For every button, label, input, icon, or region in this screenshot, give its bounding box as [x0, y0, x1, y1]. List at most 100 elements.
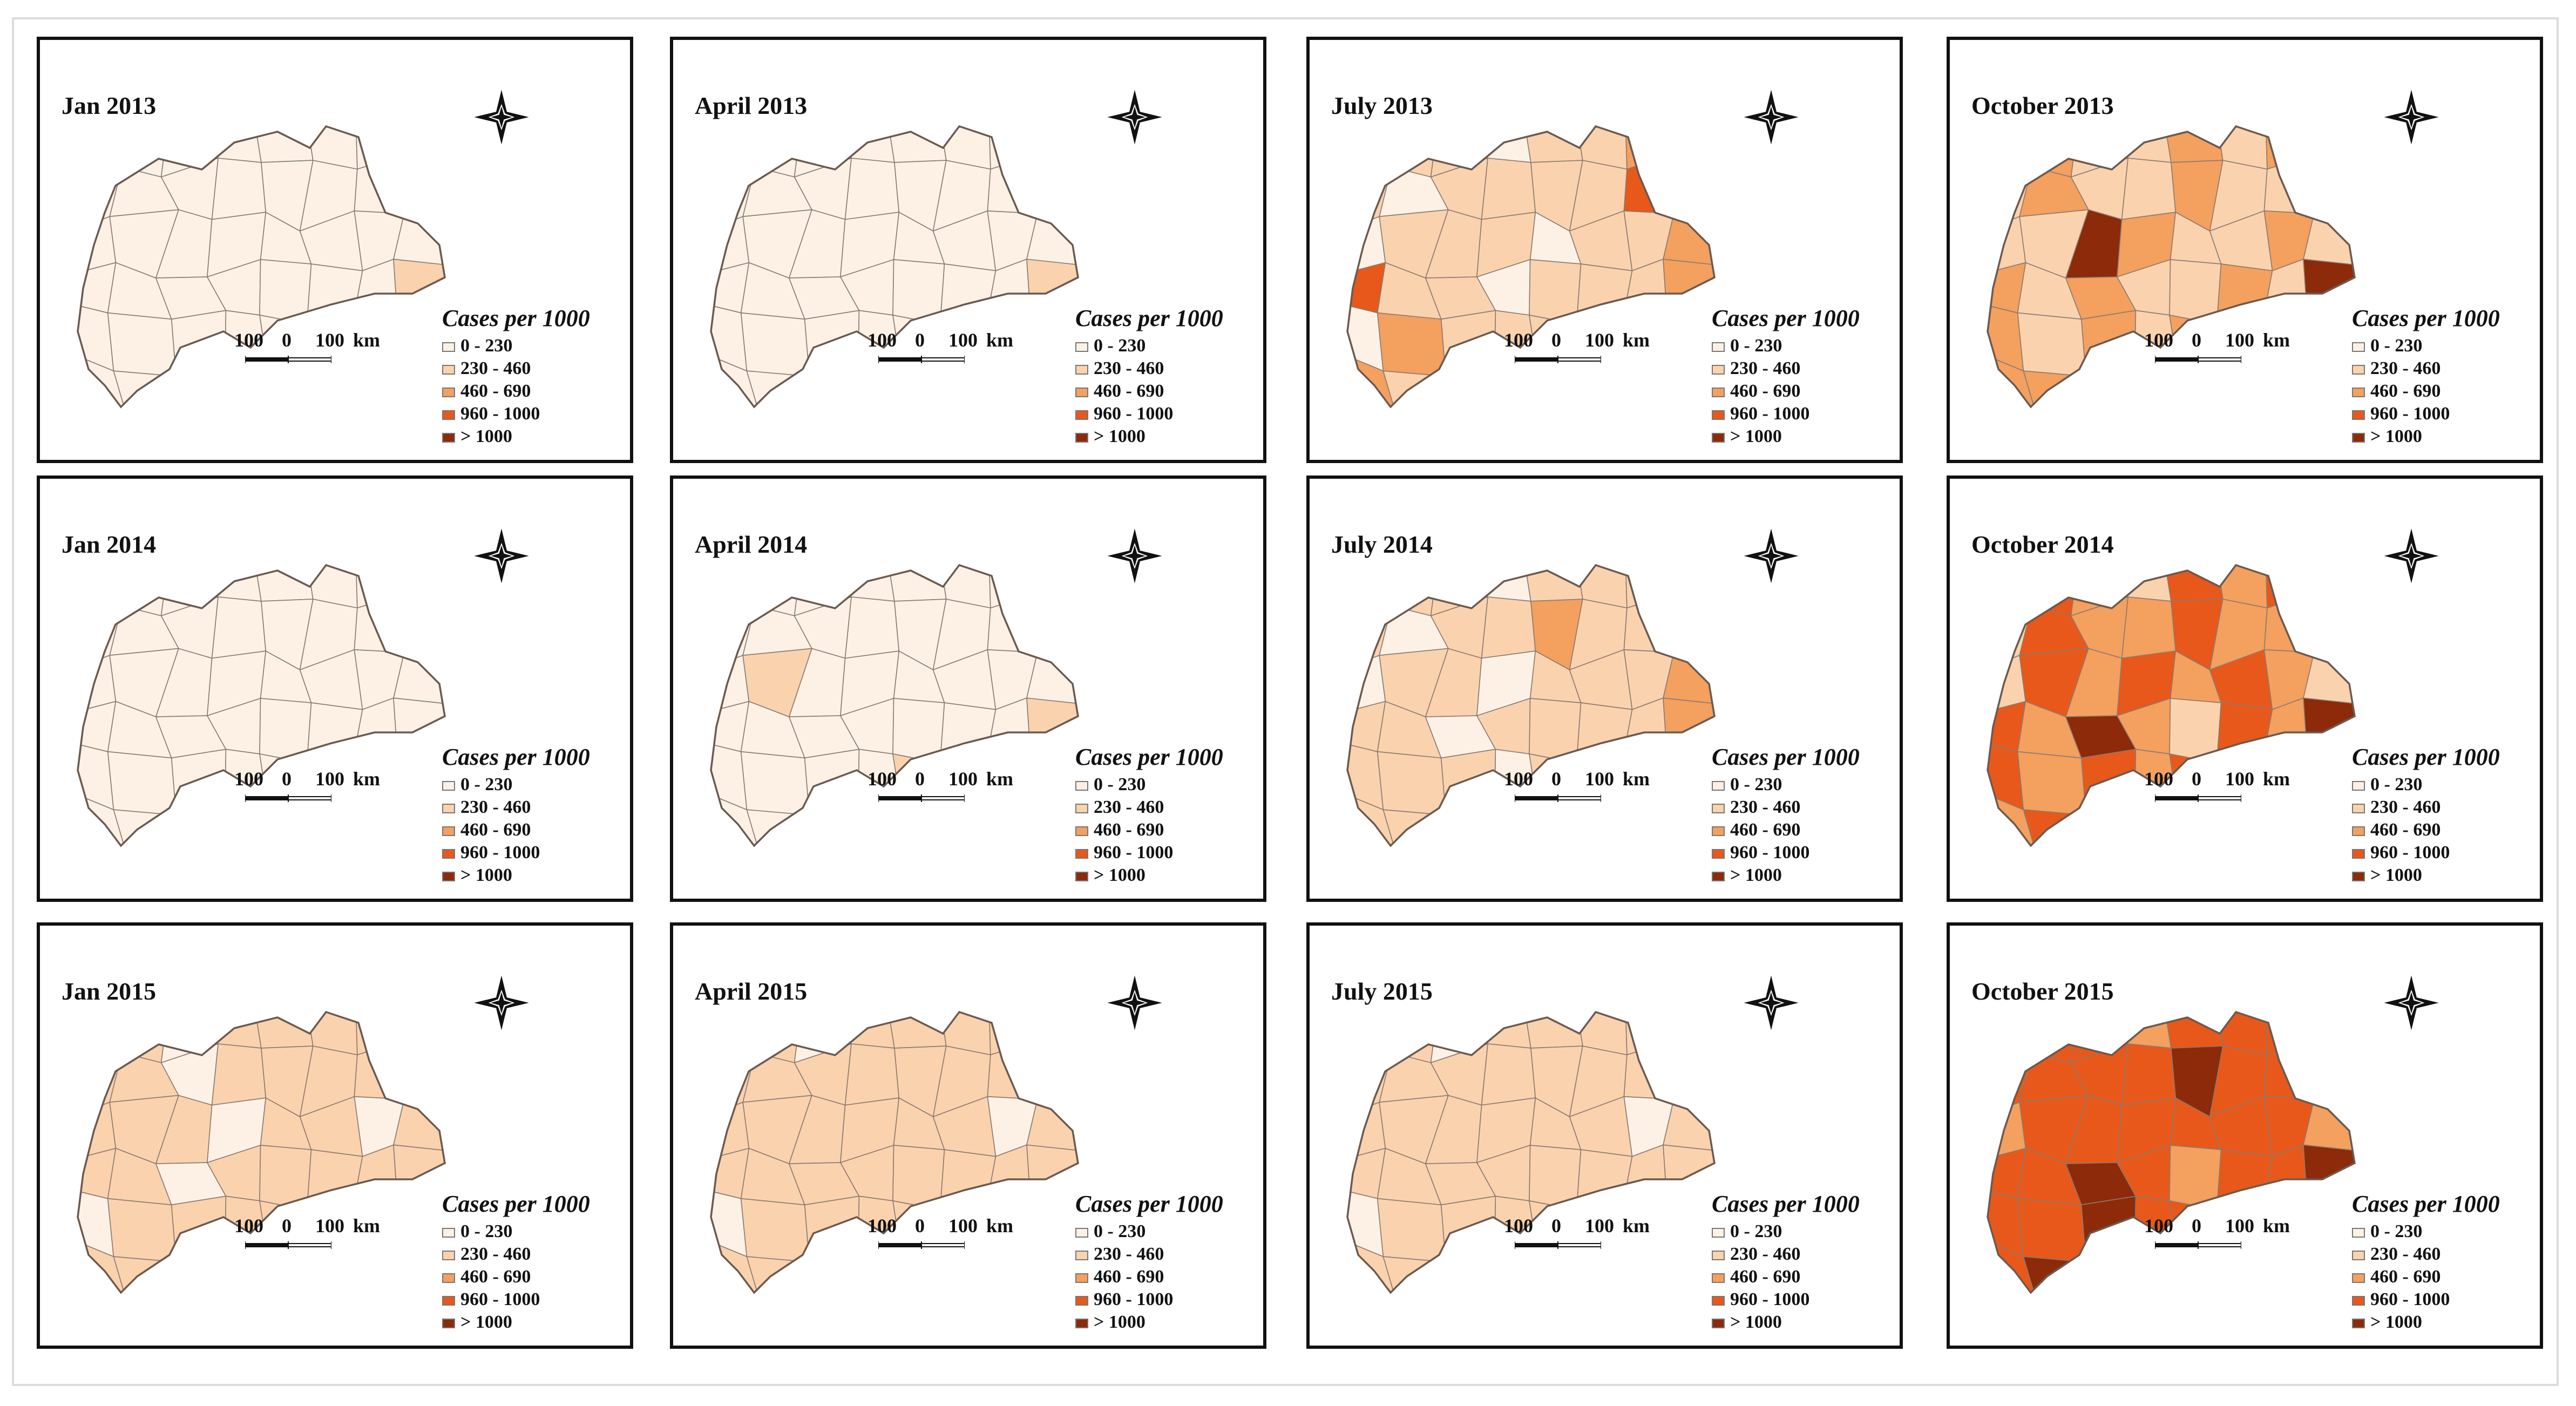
legend-label: > 1000 [460, 1312, 512, 1332]
scale-label: km [2263, 1215, 2290, 1237]
legend-label: 0 - 230 [460, 1221, 513, 1241]
legend-item: 230 - 460 [442, 1244, 631, 1267]
legend-item: 0 - 230 [442, 336, 631, 358]
scale-bar-graphic [1515, 356, 1601, 363]
map-region [2301, 565, 2355, 621]
legend-item: 460 - 690 [442, 1267, 631, 1289]
legend-label: 230 - 460 [2370, 1244, 2441, 1264]
legend-item: 230 - 460 [1075, 358, 1264, 381]
scale-label: 0 [282, 768, 292, 790]
legend-label: 0 - 230 [460, 775, 513, 794]
legend-label: 230 - 460 [2370, 358, 2441, 378]
map-panel-4: October 2013 100 0 100 km [1947, 37, 2543, 463]
map-region [2216, 1149, 2273, 1211]
legend-label: > 1000 [1730, 1312, 1782, 1332]
scale-label: 100 [1585, 768, 1614, 790]
scale-label: 100 [234, 1215, 263, 1237]
legend-swatch [442, 1251, 455, 1260]
region-map [1346, 1010, 1716, 1294]
legend-item: > 1000 [442, 1312, 631, 1335]
legend-item: 0 - 230 [2352, 336, 2541, 358]
map-region [1025, 565, 1078, 621]
north-arrow-icon [1744, 975, 1799, 1030]
legend-label: 230 - 460 [1094, 358, 1164, 378]
map-panel-9: Jan 2015 100 0 100 km [37, 922, 633, 1349]
panel-title: July 2015 [1331, 977, 1433, 1005]
map-panel-8: October 2014 100 0 100 km [1947, 476, 2543, 902]
legend-swatch [1712, 1319, 1725, 1328]
legend-title: Cases per 1000 [2352, 305, 2500, 331]
legend-swatch [1075, 826, 1088, 836]
north-arrow-icon [474, 975, 529, 1030]
map-panel-7: July 2014 100 0 100 km [1306, 476, 1903, 902]
map-region [2017, 751, 2087, 816]
map-region [2121, 158, 2177, 220]
map-region [1625, 126, 1665, 170]
map-region [306, 1149, 363, 1211]
legend-label: 230 - 460 [1730, 1244, 1801, 1264]
map-region [2303, 1042, 2355, 1100]
legend-label: 460 - 690 [2370, 1267, 2441, 1287]
north-arrow-icon [474, 528, 529, 583]
legend-label: 460 - 690 [2370, 820, 2441, 840]
map-region [2113, 1012, 2172, 1049]
scale-bar: 100 0 100 km [867, 329, 1013, 377]
legend-swatch [2352, 1228, 2365, 1238]
legend-label: 0 - 230 [1094, 1221, 1146, 1241]
map-region [1440, 1196, 1496, 1263]
legend-label: 460 - 690 [1094, 381, 1164, 401]
scale-label: 100 [1585, 1215, 1614, 1237]
legend-swatch [1075, 804, 1088, 813]
map-region [2080, 310, 2137, 377]
legend-label: 960 - 1000 [2370, 1289, 2450, 1309]
map-region [1481, 158, 1536, 220]
legend-swatch [1712, 410, 1725, 420]
scale-label: 0 [915, 768, 925, 790]
map-region [2303, 157, 2355, 214]
legend-item: > 1000 [1712, 865, 1901, 888]
legend-swatch [442, 781, 455, 791]
scale-label: 0 [2192, 768, 2201, 790]
legend-swatch [1712, 1273, 1725, 1283]
scale-label: km [1623, 329, 1650, 351]
map-region [203, 1012, 262, 1049]
scale-label: km [2263, 768, 2290, 790]
legend-swatch [442, 872, 455, 881]
scale-label: 0 [2192, 329, 2201, 351]
map-region [1481, 1043, 1536, 1106]
scale-label: 100 [867, 329, 897, 351]
legend-swatch [2352, 1296, 2365, 1306]
legend-item: > 1000 [1075, 865, 1264, 888]
map-region [1576, 702, 1633, 764]
region-map [77, 1010, 446, 1294]
legend-item: > 1000 [1712, 426, 1901, 449]
map-region [804, 310, 860, 377]
legend-item: 230 - 460 [442, 358, 631, 381]
map-region [2216, 702, 2273, 764]
legend-label: 0 - 230 [460, 336, 513, 356]
legend-label: 460 - 690 [460, 1267, 531, 1287]
map-region [78, 565, 123, 619]
map-region [1661, 126, 1714, 182]
map-region [2070, 372, 2137, 407]
legend-item: 0 - 230 [1075, 1221, 1264, 1244]
map-region [988, 565, 1028, 609]
scale-label: km [353, 768, 381, 790]
map-region [171, 1196, 227, 1263]
map-region [2113, 126, 2172, 163]
map-region [171, 749, 227, 816]
map-region [1377, 312, 1447, 377]
map-region [1027, 157, 1078, 214]
legend-item: 960 - 1000 [1712, 843, 1901, 865]
legend-item: 0 - 230 [2352, 775, 2541, 797]
legend-swatch [1712, 1251, 1725, 1260]
legend-item: 0 - 230 [1712, 775, 1901, 797]
panel-title: April 2015 [695, 977, 808, 1005]
legend-item: > 1000 [2352, 426, 2541, 449]
scale-label: 100 [234, 768, 263, 790]
legend: Cases per 1000 0 - 230 230 - 460 460 - 690… [1712, 743, 1901, 900]
legend-swatch [1712, 826, 1725, 836]
legend-item: 960 - 1000 [1075, 843, 1264, 865]
map-region [171, 310, 227, 377]
map-region [1625, 1012, 1665, 1056]
